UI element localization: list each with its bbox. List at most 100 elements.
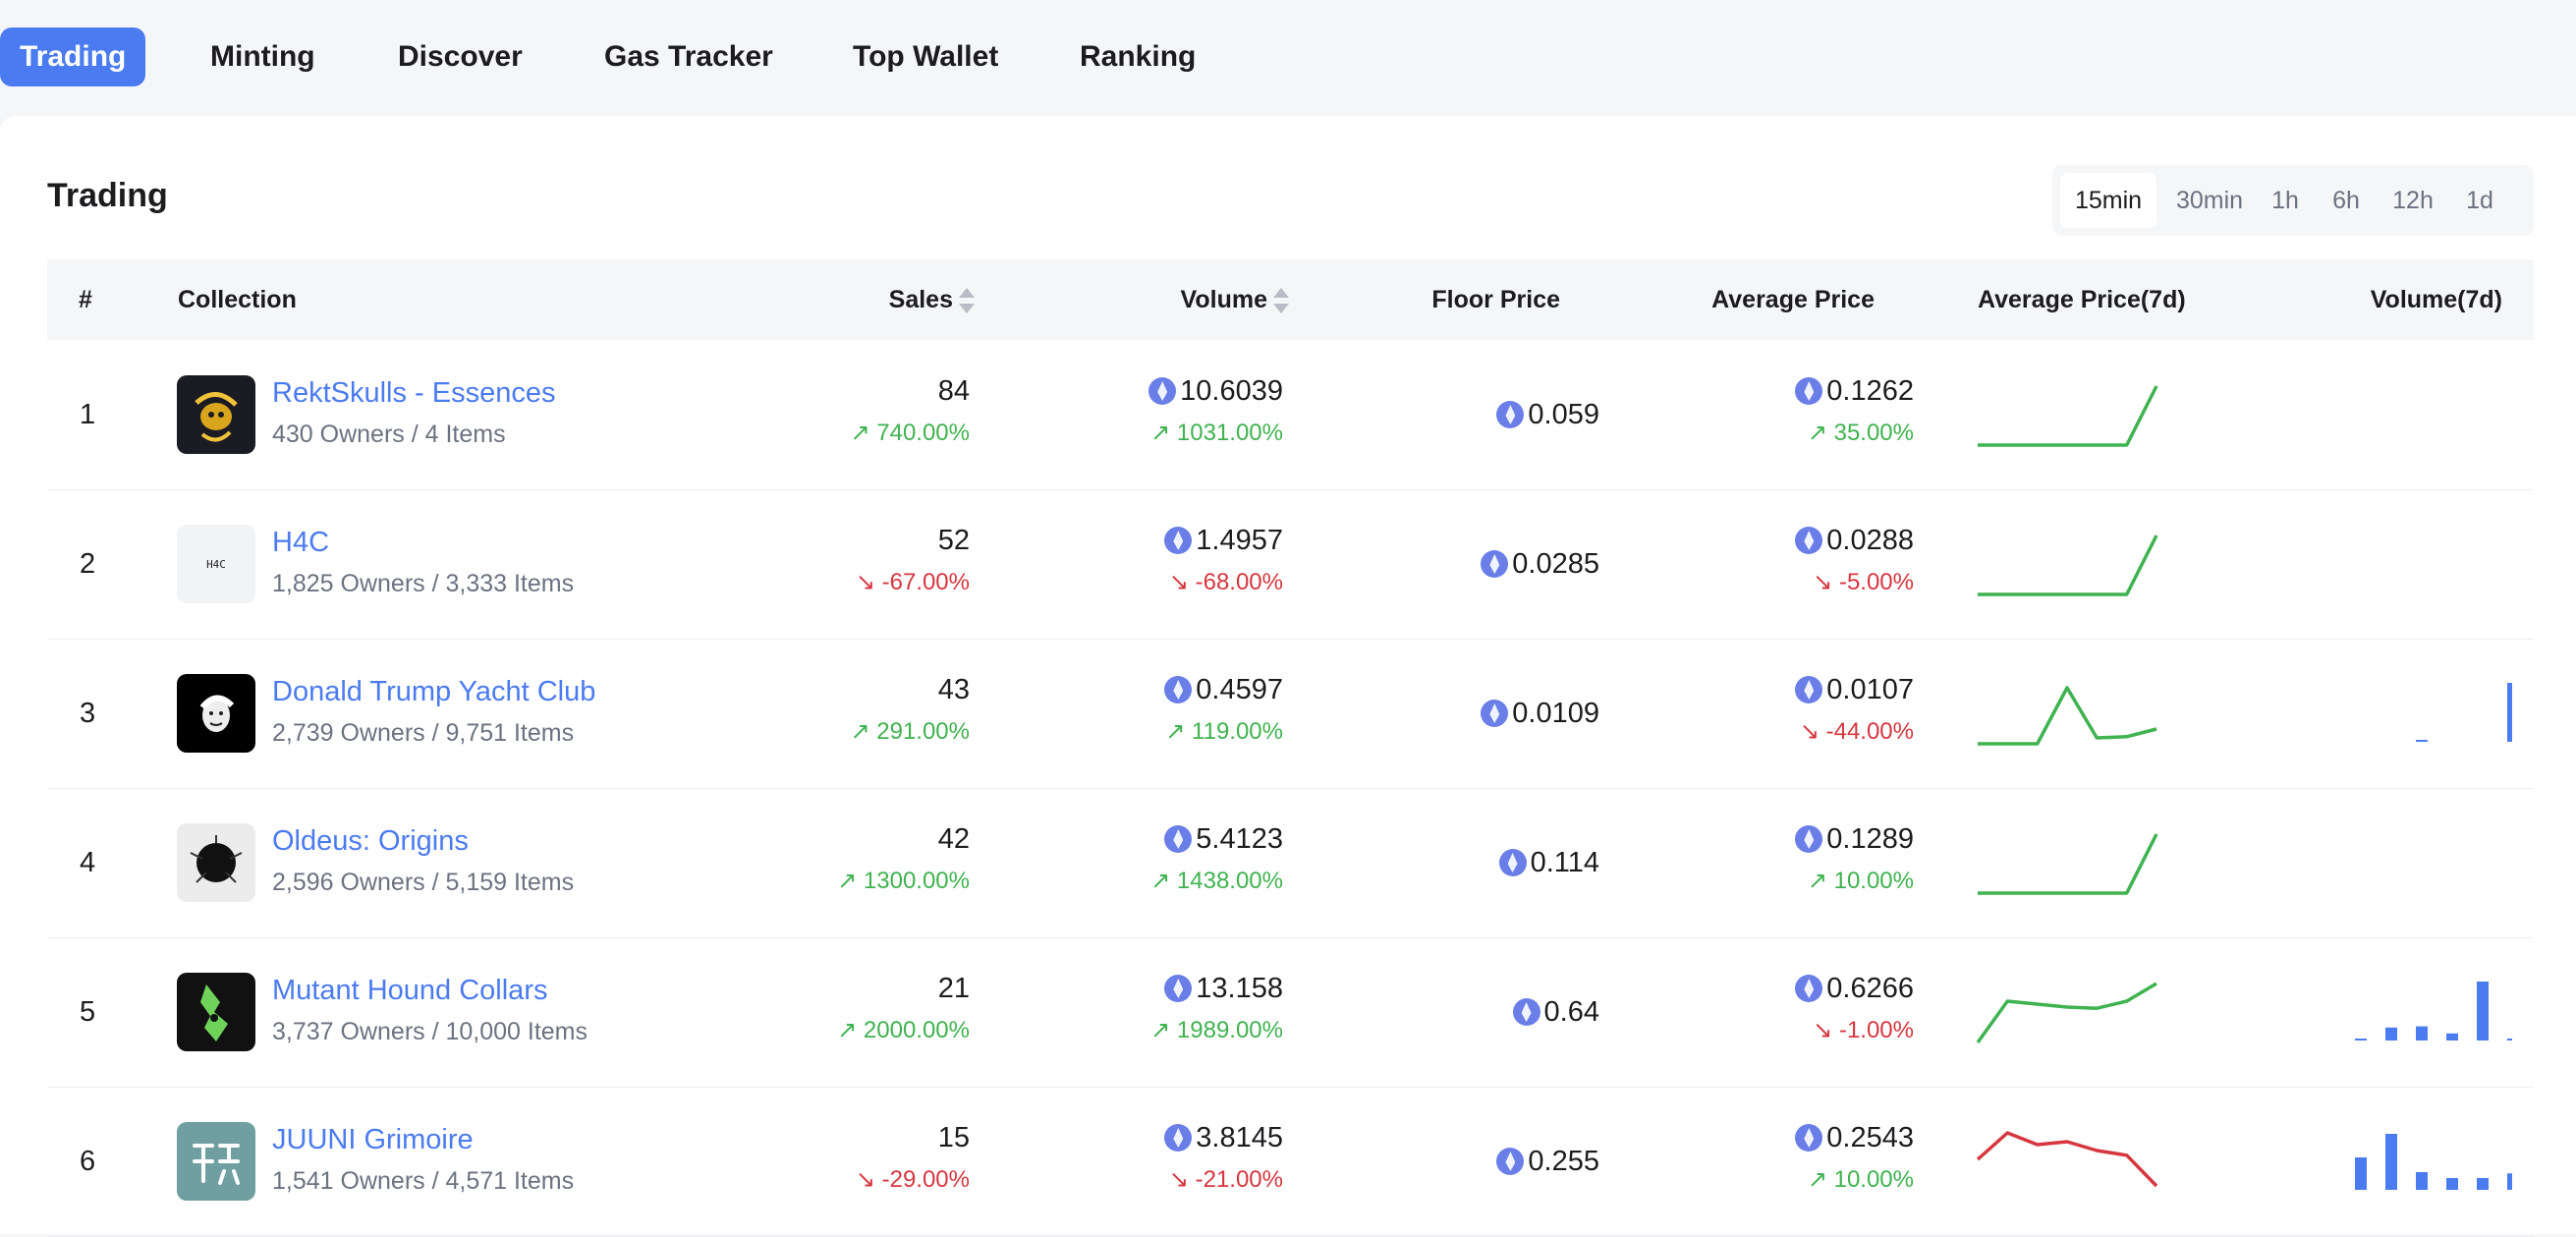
floor-price-cell: 0.114 — [1498, 788, 1599, 937]
collection-owners-items: 1,825 Owners / 3,333 Items — [272, 570, 575, 597]
avg-price-value: 0.1262 — [1826, 375, 1914, 407]
volume-cell: 3.8145 — [1164, 1122, 1283, 1154]
volume-value: 5.4123 — [1196, 823, 1283, 855]
volume-cell: 0.4597 — [1164, 674, 1283, 706]
col-floor-price: Floor Price — [1431, 286, 1560, 313]
trump-yacht-club-thumbnail[interactable] — [177, 674, 255, 753]
volume-bar — [2446, 1033, 2458, 1040]
floor-price-value: 0.0109 — [1512, 698, 1599, 729]
range-6h[interactable]: 6h — [2332, 187, 2360, 214]
eth-icon — [1164, 527, 1193, 554]
volume-cell: 1.4957 — [1164, 525, 1283, 557]
sales-value: 52 — [937, 525, 970, 556]
volume-bar — [2477, 1178, 2489, 1190]
eth-icon — [1496, 401, 1525, 428]
avg-price-value: 0.0107 — [1826, 674, 1914, 705]
sales-change: ↘ -29.00% — [855, 1166, 970, 1193]
tab-discover[interactable]: Discover — [398, 40, 523, 73]
volume-value: 0.4597 — [1196, 674, 1283, 705]
avg-price-value: 0.2543 — [1826, 1122, 1914, 1153]
eth-icon — [1481, 550, 1509, 578]
sort-icon[interactable] — [1273, 288, 1289, 314]
table-row[interactable]: 5 Mutant Hound Collars 3,737 Owners / 10,0… — [47, 937, 2534, 1088]
range-1h[interactable]: 1h — [2271, 187, 2299, 214]
mutant-hound-collars-thumbnail[interactable] — [177, 973, 255, 1051]
col-volume-label: Volume — [1180, 286, 1267, 313]
eth-icon — [1795, 1124, 1823, 1152]
sales-value: 42 — [937, 823, 970, 855]
avg-price-7d-sparkline — [1978, 686, 2157, 746]
rektskulls-thumbnail[interactable] — [177, 375, 255, 454]
sales-value: 43 — [937, 674, 970, 705]
avg-price-cell: 0.1262 — [1795, 375, 1914, 408]
sparkline-line — [1978, 385, 2158, 447]
tab-ranking[interactable]: Ranking — [1080, 40, 1197, 73]
floor-price-value: 0.255 — [1528, 1146, 1599, 1177]
eth-icon — [1481, 700, 1509, 727]
h4c-thumbnail[interactable]: H4C — [177, 525, 255, 603]
avg-price-cell: 0.1289 — [1795, 823, 1914, 856]
collection-name-link[interactable]: RektSkulls - Essences — [272, 377, 556, 409]
volume-bar — [2416, 1172, 2428, 1190]
tab-gas-tracker[interactable]: Gas Tracker — [604, 40, 773, 73]
floor-price-value: 0.059 — [1528, 399, 1599, 430]
eth-icon — [1496, 1148, 1525, 1175]
avg-price-7d-sparkline — [1978, 385, 2158, 447]
collection-owners-items: 1,541 Owners / 4,571 Items — [272, 1167, 575, 1195]
eth-icon — [1795, 527, 1823, 554]
avg-price-value: 0.0288 — [1826, 525, 1914, 556]
sales-change: ↗ 2000.00% — [837, 1017, 970, 1043]
tab-trading[interactable]: Trading — [0, 28, 146, 86]
eth-icon — [1164, 825, 1193, 853]
table-row[interactable]: 2 H4C H4C 1,825 Owners / 3,333 Items 52 ↘ -67… — [47, 489, 2534, 640]
range-12h[interactable]: 12h — [2392, 187, 2434, 214]
col-sales[interactable]: Sales — [676, 259, 975, 340]
oldeus-origins-thumbnail[interactable] — [177, 823, 255, 902]
eth-icon — [1164, 975, 1193, 1002]
volume-value: 10.6039 — [1180, 375, 1283, 407]
col-volume[interactable]: Volume — [990, 259, 1289, 340]
col-collection: Collection — [178, 286, 297, 313]
collection-name-link[interactable]: Donald Trump Yacht Club — [272, 676, 596, 707]
volume-7d-bars — [2296, 830, 2512, 895]
range-30min[interactable]: 30min — [2175, 187, 2244, 214]
collection-name-link[interactable]: Mutant Hound Collars — [272, 975, 548, 1006]
avg-price-cell: 0.0288 — [1795, 525, 1914, 557]
avg-price-change: ↘ -1.00% — [1813, 1017, 1914, 1043]
collection-owners-items: 430 Owners / 4 Items — [272, 421, 506, 448]
volume-bar — [2355, 1039, 2367, 1040]
eth-icon — [1795, 676, 1823, 703]
table-row[interactable]: 3 Donald Trump Yacht Club 2,739 Owners / 9… — [47, 639, 2534, 789]
sales-change: ↗ 740.00% — [850, 420, 970, 446]
sparkline-line — [1978, 686, 2157, 746]
tab-minting[interactable]: Minting — [210, 40, 315, 73]
avg-price-cell: 0.2543 — [1795, 1122, 1914, 1154]
table-row[interactable]: 1 RektSkulls - Essences 430 Owners / 4 Ite… — [47, 340, 2534, 490]
sort-icon[interactable] — [959, 288, 975, 314]
sparkline-line — [1978, 534, 2158, 596]
floor-price-cell: 0.0285 — [1481, 489, 1599, 639]
avg-price-7d-sparkline — [1978, 534, 2158, 596]
volume-bar — [2477, 982, 2489, 1040]
collection-name-link[interactable]: H4C — [272, 527, 330, 558]
range-15min[interactable]: 15min — [2060, 173, 2156, 228]
avg-price-change: ↗ 10.00% — [1807, 868, 1914, 894]
collection-name-link[interactable]: JUUNI Grimoire — [272, 1124, 474, 1155]
volume-value: 3.8145 — [1196, 1122, 1283, 1153]
table-row[interactable]: 4 Oldeus: Origins 2,596 Owners / 5,159 Ite… — [47, 788, 2534, 938]
sales-value: 21 — [937, 973, 970, 1004]
tab-top-wallet[interactable]: Top Wallet — [853, 40, 999, 73]
avg-price-7d-sparkline — [1976, 1131, 2158, 1188]
col-average-price: Average Price — [1711, 286, 1875, 313]
time-range-selector: 15min 30min 1h 6h 12h 1d — [2052, 165, 2534, 236]
collection-owners-items: 2,739 Owners / 9,751 Items — [272, 719, 575, 747]
volume-value: 13.158 — [1196, 973, 1283, 1004]
juuni-grimoire-thumbnail[interactable] — [177, 1122, 255, 1201]
avg-price-7d-sparkline — [1976, 982, 2157, 1044]
volume-7d-bars — [2296, 382, 2512, 447]
table-row[interactable]: 6 JUUNI Grimoire 1,541 Owners / 4,571 Item… — [47, 1087, 2534, 1237]
range-1d[interactable]: 1d — [2466, 187, 2493, 214]
collection-name-link[interactable]: Oldeus: Origins — [272, 825, 469, 857]
volume-bar — [2507, 1173, 2512, 1190]
volume-change: ↘ -68.00% — [1168, 569, 1283, 595]
